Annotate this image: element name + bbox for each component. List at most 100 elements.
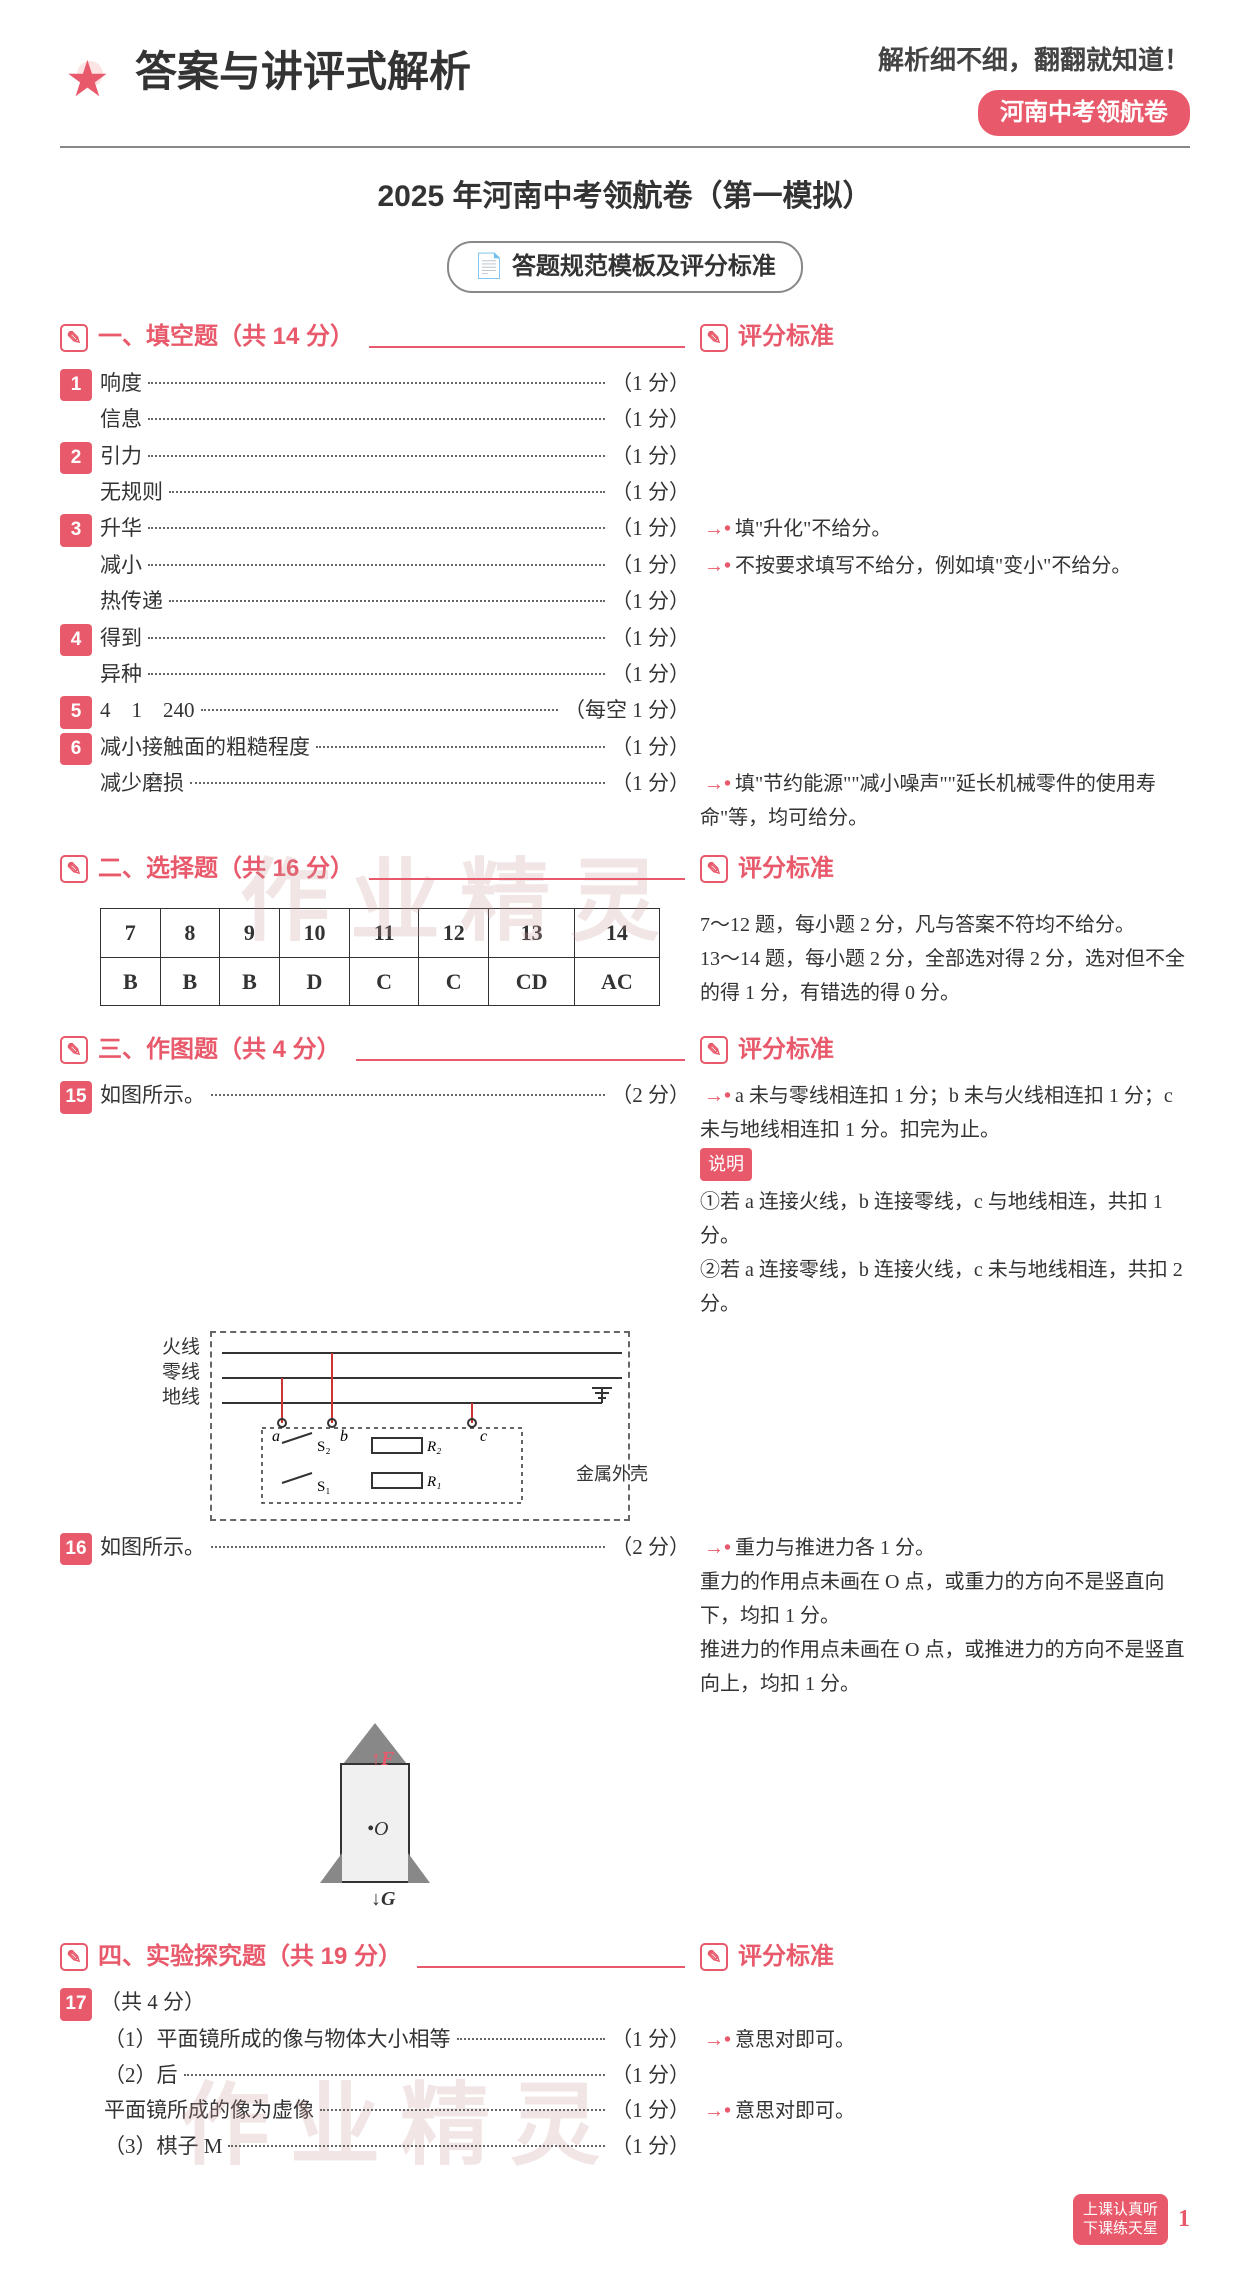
qnum: 3: [60, 514, 92, 546]
section-3-header: ✎三、作图题（共 4 分） ✎评分标准: [60, 1031, 1190, 1069]
mc-head: 14: [574, 909, 659, 957]
criteria-note: a 未与零线相连扣 1 分；b 未与火线相连扣 1 分；c 未与地线相连扣 1 …: [700, 1085, 1173, 1141]
mc-ans: D: [279, 957, 350, 1005]
arrow-icon: →•: [704, 2100, 731, 2122]
score: （1 分）: [611, 2059, 690, 2093]
score: （1 分）: [611, 658, 690, 692]
point-o: •O: [367, 1813, 388, 1845]
q3a-row: 3升华（1 分） →•填"升化"不给分。: [60, 512, 1190, 546]
q4b-row: 0异种（1 分）: [60, 658, 1190, 692]
section-1-title: ✎一、填空题（共 14 分）: [60, 318, 354, 356]
arrow-icon: →•: [704, 1537, 731, 1559]
answer: 信息: [100, 403, 142, 437]
main-title: 答案与讲评式解析: [135, 40, 471, 107]
arrow-icon: →•: [704, 773, 731, 795]
score: （1 分）: [611, 440, 690, 474]
criteria-note: 填"升化"不给分。: [735, 518, 891, 540]
criteria-note: 意思对即可。: [735, 2100, 855, 2122]
mc-ans: B: [101, 957, 161, 1005]
sub-title-wrap: 答题规范模板及评分标准: [60, 241, 1190, 293]
force-f: ↑F: [371, 1743, 394, 1775]
section-divider: [369, 343, 685, 348]
criteria-note: ②若 a 连接零线，b 连接火线，c 未与地线相连，共扣 2 分。: [700, 1253, 1190, 1321]
answer: 减小接触面的粗糙程度: [100, 731, 310, 765]
answer: （共 4 分）: [100, 1986, 205, 2020]
mc-ans: CD: [489, 957, 574, 1005]
criteria-note: 填"节约能源""减小噪声""延长机械零件的使用寿命"等，均可给分。: [700, 773, 1156, 829]
qnum: 15: [60, 1081, 92, 1113]
q6a-row: 6减小接触面的粗糙程度（1 分）: [60, 731, 1190, 765]
answer: 减小: [100, 549, 142, 583]
score: （1 分）: [611, 2130, 690, 2164]
criteria-label: ✎评分标准: [700, 1938, 1190, 1976]
answer: （2）后: [104, 2059, 178, 2093]
header-left: 答案与讲评式解析: [60, 40, 471, 107]
doc-icon: ✎: [700, 1943, 728, 1971]
page-header: 答案与讲评式解析 解析细不细，翻翻就知道！ 河南中考领航卷: [60, 40, 1190, 136]
criteria-note: 意思对即可。: [735, 2029, 855, 2051]
arrow-icon: →•: [704, 1085, 731, 1107]
table-row: B B B D C C CD AC: [101, 957, 660, 1005]
answer: 响度: [100, 367, 142, 401]
mc-table: 7 8 9 10 11 12 13 14 B B B D C C CD: [100, 908, 660, 1005]
section-2-header: ✎二、选择题（共 16 分） ✎评分标准: [60, 850, 1190, 888]
q2a-row: 2引力（1 分）: [60, 440, 1190, 474]
score: （2 分）: [611, 1531, 690, 1565]
svg-text:S₁: S₁: [317, 1479, 331, 1495]
mc-note2: 13～14 题，每小题 2 分，全部选对得 2 分，选对但不全的得 1 分，有错…: [700, 942, 1190, 1010]
svg-text:a: a: [272, 1428, 280, 1445]
score: （1 分）: [611, 549, 690, 583]
section-4-title: ✎四、实验探究题（共 19 分）: [60, 1938, 402, 1976]
svg-text:c: c: [480, 1428, 487, 1445]
q17-2: （2）后 （1 分）: [60, 2059, 1190, 2093]
rocket-diagram: ↑F •O ↓G: [315, 1713, 435, 1913]
answer: 热传递: [100, 585, 163, 619]
answer: （1）平面镜所成的像与物体大小相等: [104, 2023, 451, 2057]
score: （1 分）: [611, 767, 690, 801]
criteria-note: 重力的作用点未画在 O 点，或重力的方向不是竖直向下，均扣 1 分。: [700, 1565, 1190, 1633]
score: （2 分）: [611, 1079, 690, 1113]
doc-icon: ✎: [60, 855, 88, 883]
header-right: 解析细不细，翻翻就知道！ 河南中考领航卷: [878, 40, 1190, 136]
mc-head: 11: [350, 909, 419, 957]
header-divider: [60, 146, 1190, 148]
mc-head: 7: [101, 909, 161, 957]
score: （每空 1 分）: [564, 694, 690, 728]
dots: [148, 382, 605, 384]
criteria-note: 重力与推进力各 1 分。: [735, 1537, 935, 1559]
arrow-icon: →•: [704, 2029, 731, 2051]
svg-text:S₂: S₂: [317, 1439, 331, 1455]
score: （1 分）: [611, 2023, 690, 2057]
shell-label: 金属外壳: [576, 1460, 648, 1489]
doc-icon: ✎: [700, 1036, 728, 1064]
answer: 如图所示。: [100, 1531, 205, 1565]
circuit-svg: a b c S₂ R₂ S₁ R₁: [222, 1343, 622, 1513]
qnum-spacer: 0: [60, 405, 92, 437]
q16-figure: ↑F •O ↓G: [60, 1703, 1190, 1923]
q5-row: 54 1 240（每空 1 分）: [60, 694, 1190, 728]
slogan: 解析细不细，翻翻就知道！: [878, 40, 1190, 82]
province-badge: 河南中考领航卷: [978, 90, 1190, 136]
mc-head: 8: [160, 909, 220, 957]
mc-head: 9: [220, 909, 280, 957]
note-label: 说明: [700, 1148, 752, 1181]
q3c-row: 0热传递（1 分）: [60, 585, 1190, 619]
answer: 平面镜所成的像为虚像: [104, 2094, 314, 2128]
answer: 4 1 240: [100, 694, 195, 728]
answer: 减少磨损: [100, 767, 184, 801]
answer: （3）棋子 M: [104, 2130, 222, 2164]
circuit-diagram: 火线 零线 地线 a b c: [210, 1331, 630, 1521]
score: （1 分）: [611, 476, 690, 510]
q6b-row: 0减少磨损（1 分） →•填"节约能源""减小噪声""延长机械零件的使用寿命"等…: [60, 767, 1190, 835]
page-footer: 上课认真听 下课练天星 1: [60, 2194, 1190, 2245]
score: （1 分）: [611, 622, 690, 656]
doc-icon: ✎: [60, 1036, 88, 1064]
arrow-icon: →•: [704, 555, 731, 577]
qnum: 4: [60, 624, 92, 656]
q16-row: 16如图所示。（2 分） →•重力与推进力各 1 分。 重力的作用点未画在 O …: [60, 1531, 1190, 1701]
q3b-row: 0减小（1 分） →•不按要求填写不给分，例如填"变小"不给分。: [60, 549, 1190, 583]
answer: 如图所示。: [100, 1079, 205, 1113]
arrow-icon: →•: [704, 518, 731, 540]
score: （1 分）: [611, 2094, 690, 2128]
q1a-row: 1响度（1 分）: [60, 367, 1190, 401]
